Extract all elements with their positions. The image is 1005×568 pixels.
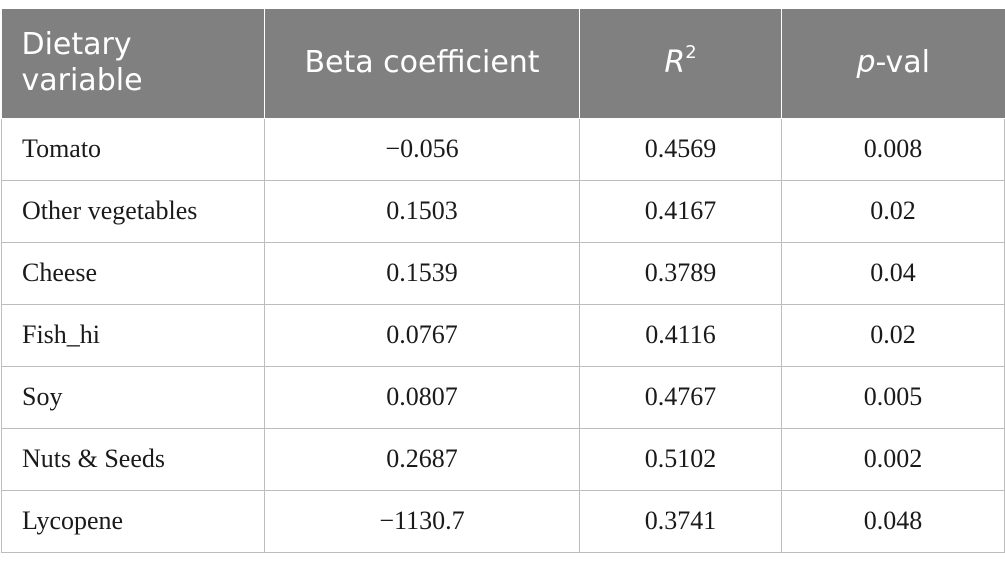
cell-variable: Fish_hi	[1, 303, 265, 367]
cell-beta: −0.056	[264, 117, 580, 181]
cell-variable: Soy	[1, 365, 265, 429]
header-beta-coefficient: Beta coefficient	[264, 9, 580, 119]
p-symbol: p	[856, 45, 876, 81]
cell-variable: Lycopene	[1, 489, 265, 553]
dietary-regression-table: Dietary variable Beta coefficient R2 p-v…	[1, 9, 1005, 553]
cell-beta: 0.0767	[264, 303, 580, 367]
cell-variable: Nuts & Seeds	[1, 427, 265, 491]
table-row: Other vegetables 0.1503 0.4167 0.02	[1, 179, 1005, 243]
cell-pval: 0.02	[781, 179, 1005, 243]
cell-r2: 0.4167	[579, 179, 782, 243]
table-row: Tomato −0.056 0.4569 0.008	[1, 117, 1005, 181]
cell-pval: 0.048	[781, 489, 1005, 553]
table-body: Tomato −0.056 0.4569 0.008 Other vegetab…	[1, 117, 1005, 553]
table-row: Fish_hi 0.0767 0.4116 0.02	[1, 303, 1005, 367]
table-row: Soy 0.0807 0.4767 0.005	[1, 365, 1005, 429]
cell-pval: 0.002	[781, 427, 1005, 491]
cell-pval: 0.04	[781, 241, 1005, 305]
cell-r2: 0.5102	[579, 427, 782, 491]
table-row: Lycopene −1130.7 0.3741 0.048	[1, 489, 1005, 553]
cell-r2: 0.4116	[579, 303, 782, 367]
header-row: Dietary variable Beta coefficient R2 p-v…	[1, 9, 1005, 119]
cell-variable: Other vegetables	[1, 179, 265, 243]
p-value-suffix: -val	[875, 45, 931, 81]
header-dietary-variable: Dietary variable	[1, 9, 265, 119]
r-squared-superscript: 2	[685, 42, 697, 64]
cell-r2: 0.4569	[579, 117, 782, 181]
table-row: Cheese 0.1539 0.3789 0.04	[1, 241, 1005, 305]
cell-variable: Tomato	[1, 117, 265, 181]
r-squared-symbol: R	[664, 45, 686, 81]
cell-beta: 0.1539	[264, 241, 580, 305]
header-r-squared: R2	[579, 9, 782, 119]
cell-variable: Cheese	[1, 241, 265, 305]
cell-pval: 0.005	[781, 365, 1005, 429]
header-p-value: p-val	[781, 9, 1005, 119]
cell-r2: 0.4767	[579, 365, 782, 429]
cell-beta: 0.2687	[264, 427, 580, 491]
cell-r2: 0.3789	[579, 241, 782, 305]
table-header: Dietary variable Beta coefficient R2 p-v…	[1, 9, 1005, 119]
cell-beta: 0.1503	[264, 179, 580, 243]
cell-beta: −1130.7	[264, 489, 580, 553]
table-row: Nuts & Seeds 0.2687 0.5102 0.002	[1, 427, 1005, 491]
results-table-container: Dietary variable Beta coefficient R2 p-v…	[1, 9, 1005, 553]
cell-r2: 0.3741	[579, 489, 782, 553]
cell-pval: 0.02	[781, 303, 1005, 367]
cell-pval: 0.008	[781, 117, 1005, 181]
cell-beta: 0.0807	[264, 365, 580, 429]
